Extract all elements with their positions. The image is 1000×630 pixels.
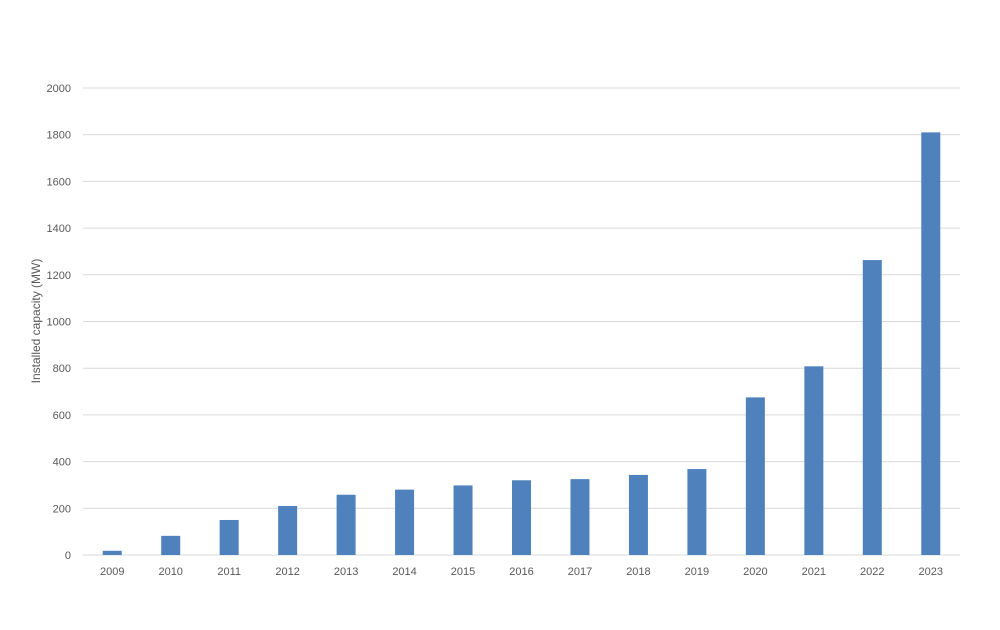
y-tick-label: 800 xyxy=(53,363,71,375)
gridlines xyxy=(83,87,960,556)
x-tick-label: 2019 xyxy=(685,566,709,578)
bar-2012 xyxy=(278,505,298,555)
bar-2019 xyxy=(687,469,707,555)
bar-2010 xyxy=(161,535,181,555)
bar-2009 xyxy=(102,550,122,555)
bar-2014 xyxy=(395,489,415,555)
bar-2018 xyxy=(628,474,648,555)
bars xyxy=(102,132,941,556)
x-tick-label: 2017 xyxy=(568,566,592,578)
bar-2017 xyxy=(570,479,590,555)
x-tick-label: 2011 xyxy=(217,566,241,578)
x-tick-label: 2022 xyxy=(860,566,884,578)
x-axis-ticks: 2009 2010 2011 2012 2013 2014 2015 2016 2017 2018… xyxy=(100,566,943,578)
bar-2011 xyxy=(219,519,239,555)
bar-2023 xyxy=(921,132,941,556)
x-tick-label: 2016 xyxy=(509,566,533,578)
y-tick-label: 1000 xyxy=(47,317,71,329)
y-tick-label: 600 xyxy=(53,410,71,422)
x-tick-label: 2013 xyxy=(334,566,358,578)
x-tick-label: 2015 xyxy=(451,566,475,578)
y-tick-label: 1200 xyxy=(47,270,71,282)
y-tick-label: 1400 xyxy=(47,223,71,235)
x-tick-label: 2014 xyxy=(392,566,416,578)
x-tick-label: 2020 xyxy=(743,566,767,578)
bar-2015 xyxy=(453,485,473,555)
y-axis-ticks: 0 200 400 600 800 1000 1200 1400 1600 1800 2000 xyxy=(47,83,71,562)
y-tick-label: 1800 xyxy=(47,130,71,142)
x-tick-label: 2018 xyxy=(626,566,650,578)
bar-2021 xyxy=(804,366,824,555)
y-tick-label: 2000 xyxy=(47,83,71,95)
y-tick-label: 200 xyxy=(53,503,71,515)
x-tick-label: 2009 xyxy=(100,566,124,578)
x-tick-label: 2021 xyxy=(802,566,826,578)
bar-2016 xyxy=(512,480,531,555)
bar-2013 xyxy=(336,494,356,555)
x-tick-label: 2010 xyxy=(158,566,182,578)
x-tick-label: 2023 xyxy=(919,566,943,578)
bar-2020 xyxy=(745,397,765,555)
y-tick-label: 400 xyxy=(53,457,71,469)
y-tick-label: 1600 xyxy=(47,176,71,188)
x-tick-label: 2012 xyxy=(275,566,299,578)
bar-2022 xyxy=(862,260,882,555)
y-tick-label: 0 xyxy=(65,550,71,562)
y-axis-title: Installed capacity (MW) xyxy=(29,259,43,384)
